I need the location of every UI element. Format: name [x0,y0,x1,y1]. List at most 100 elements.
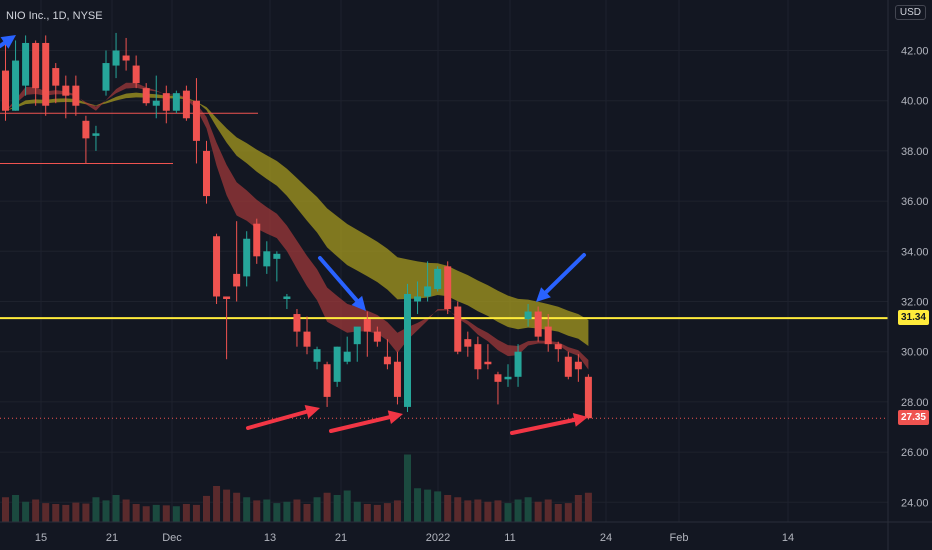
candle-body [444,266,452,310]
candle-body [524,311,532,320]
volume-bar [132,504,140,522]
x-tick-label: Dec [162,532,182,544]
volume-bar [62,504,70,522]
red-arrow-head [572,413,588,427]
candle-body [343,351,351,362]
candle-body [172,93,180,111]
candle-body [293,314,301,332]
candle-body [504,376,512,380]
candle-body [263,251,271,267]
candle-body [474,344,482,370]
volume-bar [162,505,170,522]
y-tick-label: 34.00 [901,246,929,258]
volume-bar [343,490,351,522]
volume-bar [464,500,472,522]
red-arrow-shaft [510,417,577,435]
candle-body [82,120,90,139]
blue-arrow-head [351,295,366,311]
volume-bar [152,504,160,522]
candle-body [152,100,160,106]
volume-bar [192,504,200,522]
candle-body [574,361,582,370]
x-tick-label: 11 [504,532,515,544]
volume-bar [213,486,221,522]
candle-body [313,349,321,362]
annotation-arrows [0,35,588,435]
last-price-tag: 27.35 [897,410,929,425]
red-arrow-shaft [246,409,309,430]
volume-bar [263,499,271,522]
candle-body [353,326,361,345]
candle-body [162,93,170,111]
candle-body [393,361,401,397]
y-tick-label: 32.00 [901,297,929,309]
blue-arrow-shaft [544,253,586,295]
currency-label[interactable]: USD [894,5,926,20]
candle-body [72,85,80,106]
volume-bar [102,500,110,522]
candle-body [203,150,210,197]
blue-arrow-head [536,287,551,302]
candle-body [404,293,411,407]
drawn-horizontal-lines [0,112,888,419]
symbol-title[interactable]: NIO Inc., 1D, NYSE [6,10,103,22]
candle-body [434,268,442,289]
volume-bar [353,501,361,522]
volume-bar [333,495,341,522]
volume-bar [253,500,261,522]
volume-bar [92,497,100,522]
y-tick-label: 24.00 [901,497,929,509]
volume-bar [313,497,321,522]
volume-bar [12,495,20,522]
candle-body [42,42,50,106]
volume-bar [283,501,291,522]
volume-bar [554,504,562,522]
volume-bar [454,497,462,522]
volume-bar [42,503,50,522]
candlesticks [2,32,592,420]
candle-body [22,42,30,86]
volume-bar [363,504,371,522]
candle-body [213,236,221,297]
candle-body [253,223,261,257]
candle-body [283,296,291,299]
candle-body [464,339,472,347]
x-tick-label: 21 [106,532,118,544]
candle-body [62,85,70,96]
candle-body [12,60,20,111]
volume-bar [273,503,281,522]
y-tick-label: 30.00 [901,347,929,359]
volume-bar [434,491,442,522]
volume-bar [494,500,502,522]
candle-body [112,50,120,66]
volume-bar [564,503,572,522]
x-tick-label: 21 [335,532,347,544]
volume-bar [243,497,251,522]
y-tick-label: 36.00 [901,196,929,208]
candle-body [564,356,572,377]
volume-bar [514,499,522,522]
volume-bar [32,499,40,522]
candle-body [373,331,381,342]
candle-body [333,346,341,382]
blue-trend-line-shaft [0,40,7,48]
x-tick-label: Feb [670,532,689,544]
volume-bar [484,501,492,522]
volume-bar [293,499,301,522]
candle-body [233,273,241,287]
y-tick-label: 42.00 [901,46,929,58]
candle-body [554,344,562,350]
volume-bar [22,501,30,522]
volume-bar [303,504,311,522]
volume-bar [172,506,180,522]
red-arrow-head [304,405,320,419]
candle-body [32,42,40,89]
volume-bar [393,500,401,522]
volume-bar [524,497,532,522]
candle-body [414,296,422,302]
horizontal-line-price-tag: 31.34 [897,310,929,325]
candle-body [454,306,462,352]
volume-bar [574,495,582,522]
